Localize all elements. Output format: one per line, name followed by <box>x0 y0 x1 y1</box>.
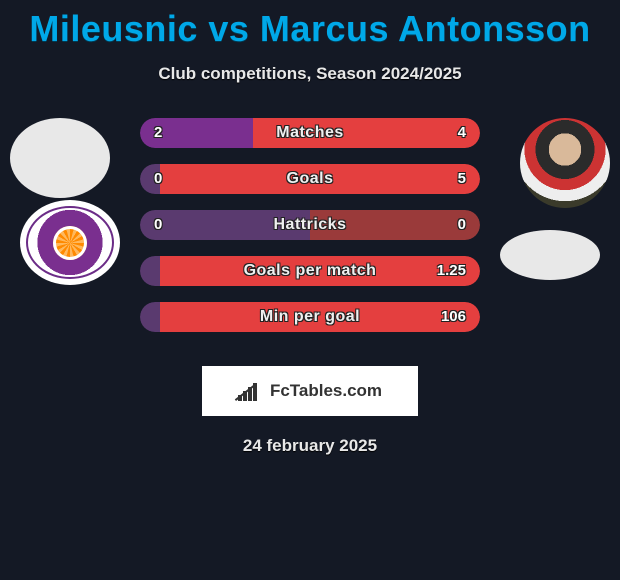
stat-value-right: 4 <box>458 118 466 148</box>
stat-bars: 2Matches40Goals50Hattricks0Goals per mat… <box>140 118 480 348</box>
stat-label: Matches <box>140 118 480 148</box>
stat-row: Goals per match1.25 <box>140 256 480 286</box>
stat-row: 2Matches4 <box>140 118 480 148</box>
stat-row: Min per goal106 <box>140 302 480 332</box>
stat-label: Hattricks <box>140 210 480 240</box>
club-badge-icon <box>26 206 114 279</box>
stat-row: 0Goals5 <box>140 164 480 194</box>
brand-text: FcTables.com <box>270 381 382 401</box>
stat-label: Goals <box>140 164 480 194</box>
player-right-avatar <box>520 118 610 208</box>
stat-row: 0Hattricks0 <box>140 210 480 240</box>
stat-value-right: 106 <box>441 302 466 332</box>
stat-label: Min per goal <box>140 302 480 332</box>
stat-label: Goals per match <box>140 256 480 286</box>
stat-value-right: 5 <box>458 164 466 194</box>
stat-value-right: 0 <box>458 210 466 240</box>
page-title: Mileusnic vs Marcus Antonsson <box>0 0 620 50</box>
comparison-stage: 2Matches40Goals50Hattricks0Goals per mat… <box>0 118 620 348</box>
page-subtitle: Club competitions, Season 2024/2025 <box>0 64 620 84</box>
player-left-club-badge <box>20 200 120 285</box>
stat-value-right: 1.25 <box>437 256 466 286</box>
snapshot-date: 24 february 2025 <box>0 436 620 456</box>
brand-chart-icon <box>238 381 264 401</box>
brand-badge: FcTables.com <box>202 366 418 416</box>
player-right-club-badge <box>500 230 600 280</box>
player-left-avatar <box>10 118 110 198</box>
